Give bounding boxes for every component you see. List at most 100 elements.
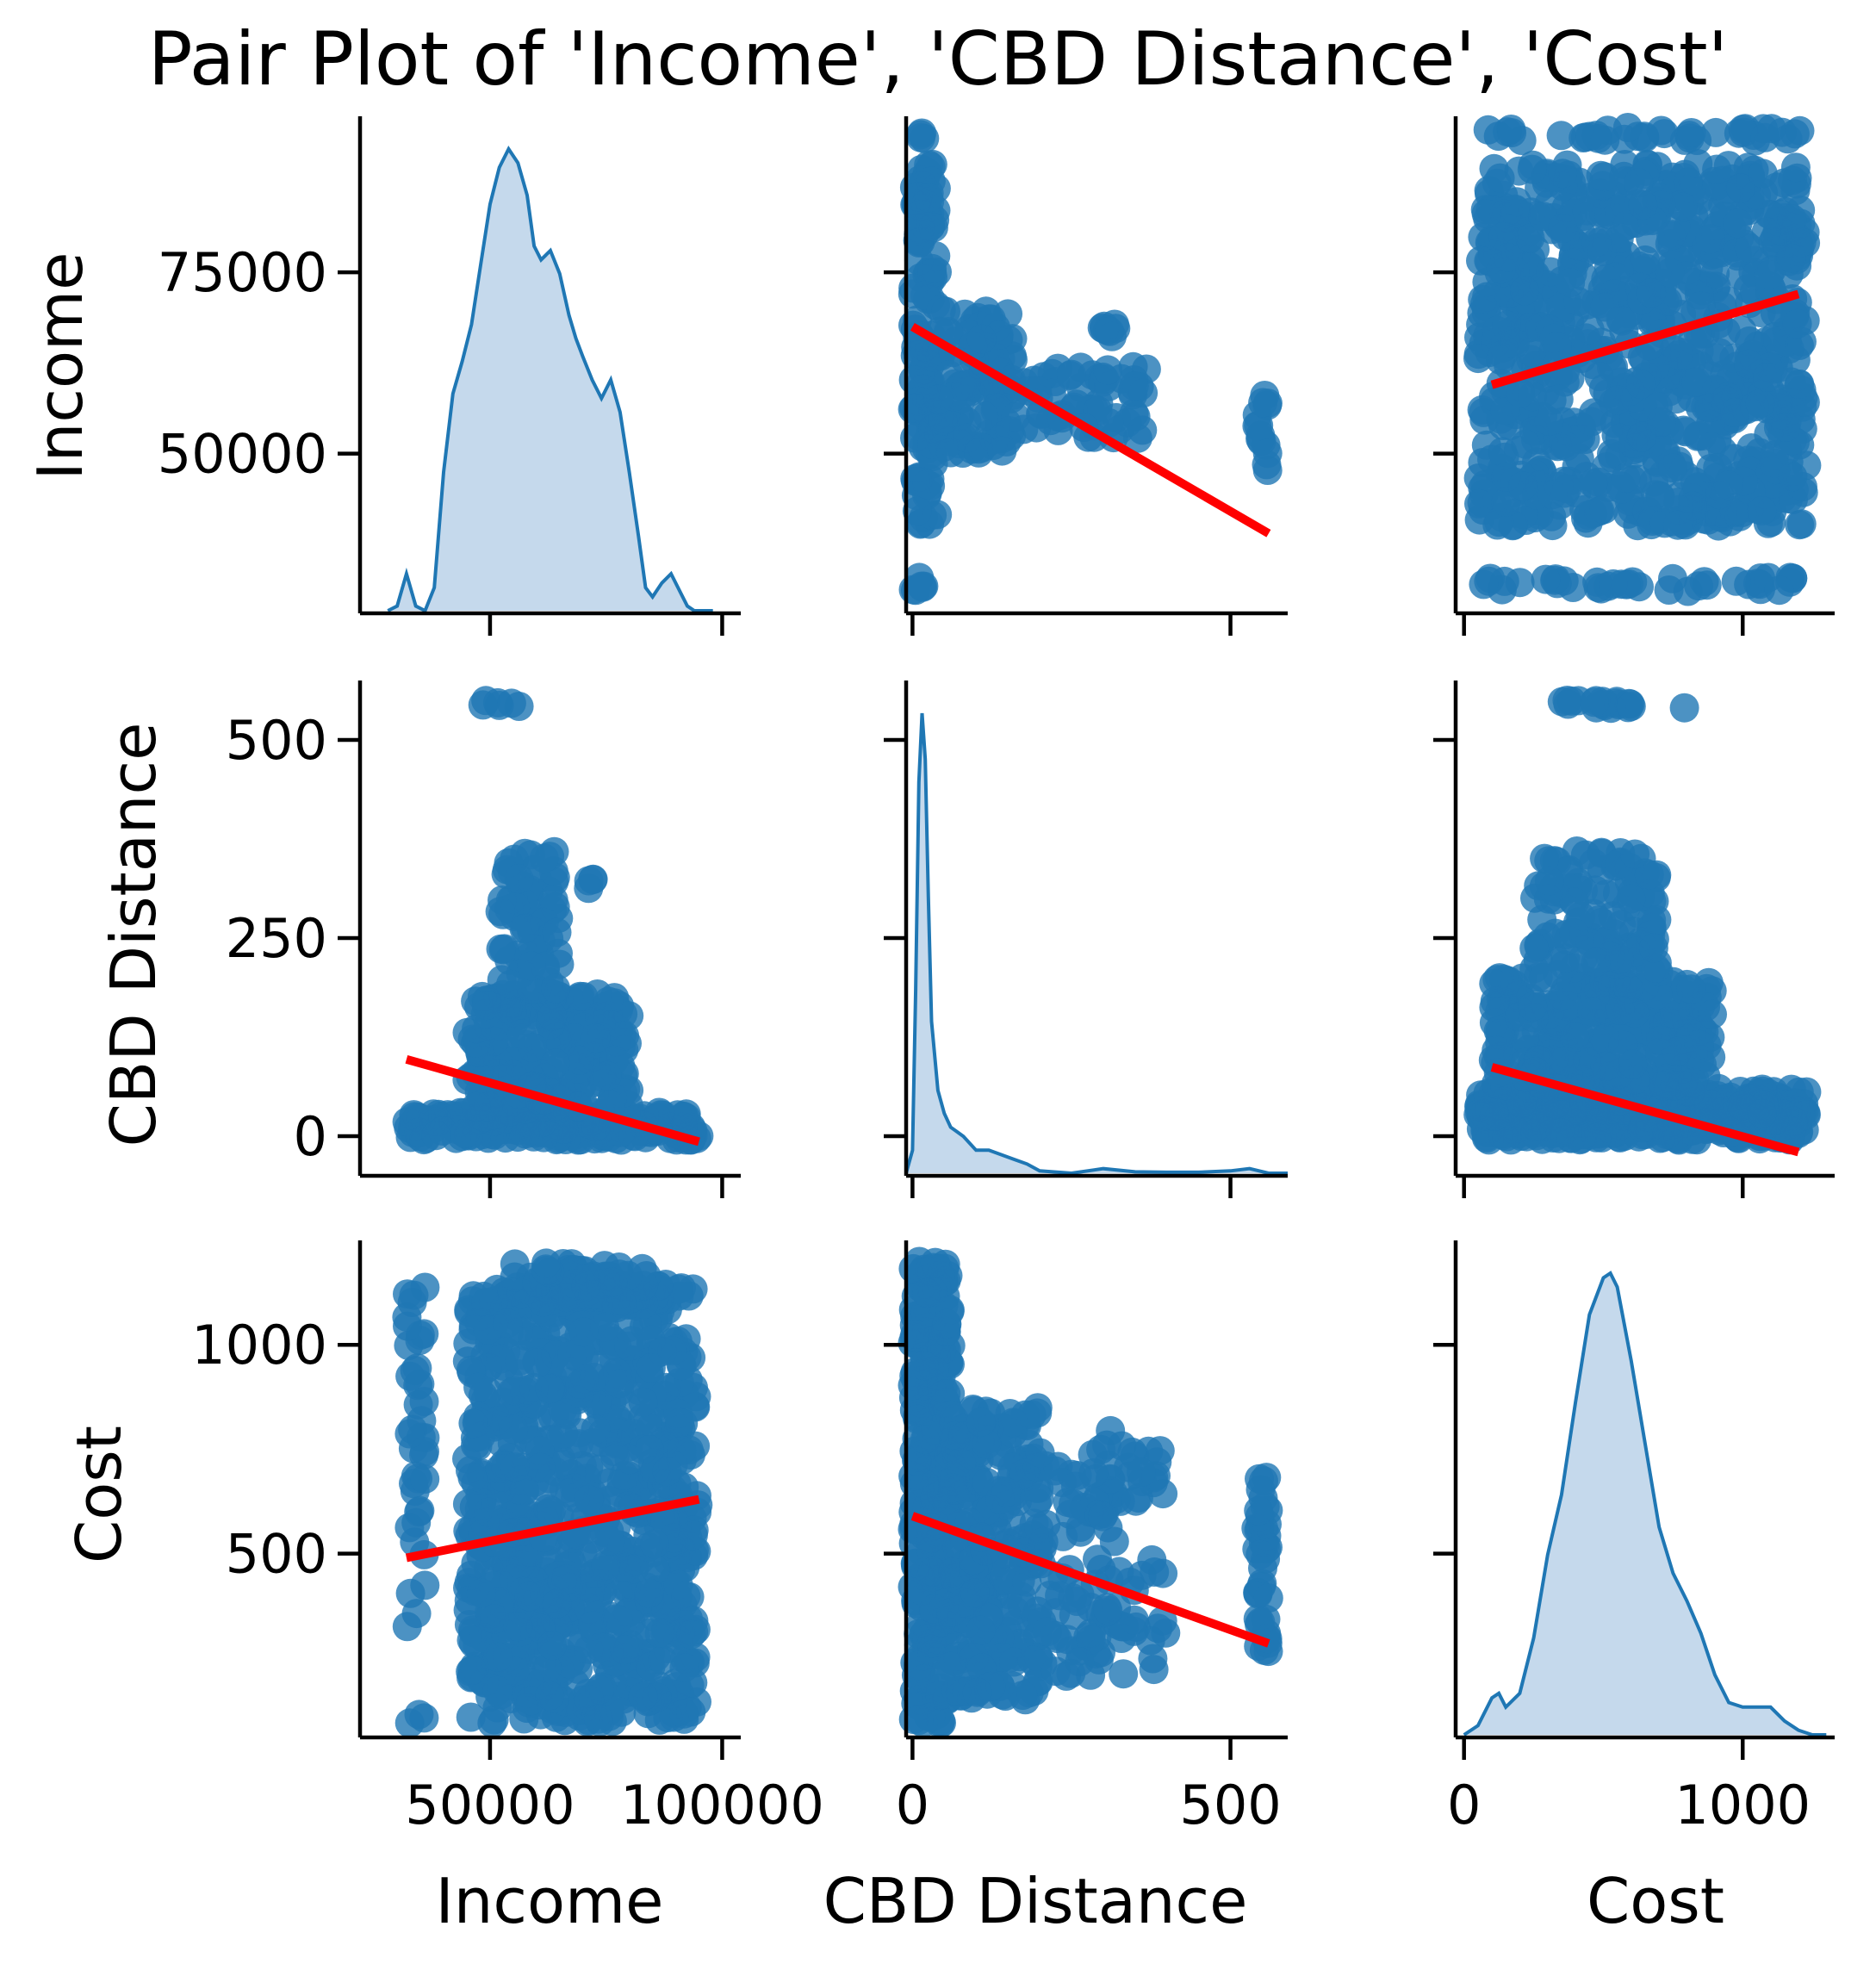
scatter-point: [1645, 482, 1675, 512]
scatter-point: [640, 1555, 670, 1585]
scatter-point: [421, 1121, 451, 1151]
scatter-point: [598, 1267, 628, 1297]
scatter-point: [549, 1419, 579, 1449]
scatter-point: [480, 1604, 509, 1634]
scatter-point: [603, 1605, 633, 1635]
scatter-point: [457, 1655, 487, 1685]
scatter-point: [593, 986, 624, 1016]
y-axis-label-income: Income: [24, 252, 96, 481]
scatter-point: [535, 1681, 565, 1711]
scatter-point: [1511, 429, 1541, 459]
scatter-point: [504, 864, 534, 894]
scatter-point: [964, 438, 994, 468]
scatter-point: [1534, 866, 1564, 896]
scatter-point: [542, 1588, 572, 1619]
scatter-point: [1517, 154, 1547, 184]
scatter-point: [1127, 415, 1158, 445]
scatter-point: [1559, 887, 1589, 917]
scatter-point: [1542, 332, 1572, 362]
scatter-point: [568, 982, 599, 1011]
regression-line: [1490, 1063, 1800, 1157]
kde-line-cbd-distance: [904, 712, 1288, 1176]
scatter-point: [574, 866, 604, 896]
scatter-point: [551, 1564, 581, 1594]
x-axis-label-cost: Cost: [1587, 1865, 1724, 1937]
y-tick-label: 1000: [191, 1314, 327, 1377]
panel-income-vs-cost: [1433, 113, 1835, 636]
scatter-point: [1753, 363, 1783, 392]
scatter-point: [1745, 388, 1775, 419]
scatter-point: [482, 1642, 512, 1672]
scatter-point: [500, 1376, 530, 1406]
scatter-point: [542, 917, 572, 948]
scatter-point: [910, 1425, 940, 1455]
scatter-point: [410, 1464, 440, 1495]
scatter-point: [1634, 860, 1664, 890]
scatter-point: [1683, 149, 1713, 178]
scatter-points: [392, 1248, 713, 1738]
scatter-point: [1668, 192, 1698, 222]
scatter-point: [466, 1578, 496, 1608]
x-axis-label-cbd-distance: CBD Distance: [823, 1865, 1248, 1937]
scatter-point: [1776, 243, 1806, 273]
scatter-point: [463, 1372, 494, 1402]
y-axis-labels: Income CBD Distance Cost: [24, 252, 170, 1564]
scatter-point: [1245, 1607, 1276, 1638]
scatter-point: [1076, 1625, 1106, 1655]
scatter-point: [541, 973, 570, 1004]
scatter-point: [1552, 474, 1582, 504]
scatter-point: [1464, 488, 1494, 519]
scatter-point: [583, 1704, 613, 1734]
scatter-point: [1695, 224, 1725, 254]
scatter-point: [1771, 412, 1801, 442]
scatter-point: [1559, 918, 1589, 948]
scatter-point: [409, 1703, 439, 1733]
scatter-point: [1590, 1051, 1620, 1081]
scatter-point: [1678, 1067, 1708, 1097]
scatter-point: [525, 1452, 556, 1482]
scatter-point: [1625, 370, 1655, 399]
scatter-point: [1750, 122, 1780, 152]
scatter-point: [1719, 496, 1749, 525]
scatter-point: [1048, 1521, 1078, 1551]
scatter-point: [1119, 371, 1149, 401]
scatter-point: [393, 1311, 422, 1341]
scatter-point: [904, 1706, 934, 1735]
scatter-point: [1468, 222, 1498, 252]
regression-line: [1490, 289, 1800, 389]
scatter-point: [1469, 569, 1499, 600]
scatter-point: [540, 1048, 570, 1078]
scatter-point: [917, 258, 947, 289]
scatter-point: [1784, 370, 1814, 399]
scatter-point: [1747, 496, 1777, 525]
scatter-point: [1711, 316, 1741, 346]
scatter-points: [392, 686, 714, 1155]
scatter-point: [1700, 258, 1730, 289]
scatter-point: [639, 1529, 669, 1559]
scatter-point: [960, 1578, 990, 1608]
scatter-point: [935, 1651, 966, 1681]
y-axis-label-cbd-distance: CBD Distance: [97, 723, 170, 1147]
scatter-point: [1669, 693, 1699, 723]
scatter-point: [1095, 316, 1125, 346]
scatter-point: [671, 1581, 701, 1611]
scatter-point: [972, 1429, 1002, 1459]
scatter-point: [400, 1356, 430, 1386]
scatter-point: [471, 1288, 501, 1317]
scatter-point: [1660, 998, 1690, 1029]
scatter-point: [1603, 385, 1633, 415]
scatter-point: [1008, 1681, 1038, 1711]
scatter-point: [1637, 278, 1667, 308]
scatter-point: [1544, 384, 1574, 414]
scatter-point: [998, 1408, 1028, 1438]
scatter-point: [636, 1353, 666, 1383]
x-axis-labels: Income CBD Distance Cost: [436, 1865, 1725, 1937]
scatter-points: [898, 118, 1283, 606]
scatter-point: [1734, 233, 1764, 263]
scatter-point: [1628, 190, 1658, 221]
scatter-point: [471, 991, 501, 1021]
y-tick-label: 500: [226, 1523, 327, 1586]
scatter-point: [909, 1351, 939, 1381]
scatter-point: [535, 1374, 565, 1404]
scatter-point: [1624, 168, 1654, 198]
